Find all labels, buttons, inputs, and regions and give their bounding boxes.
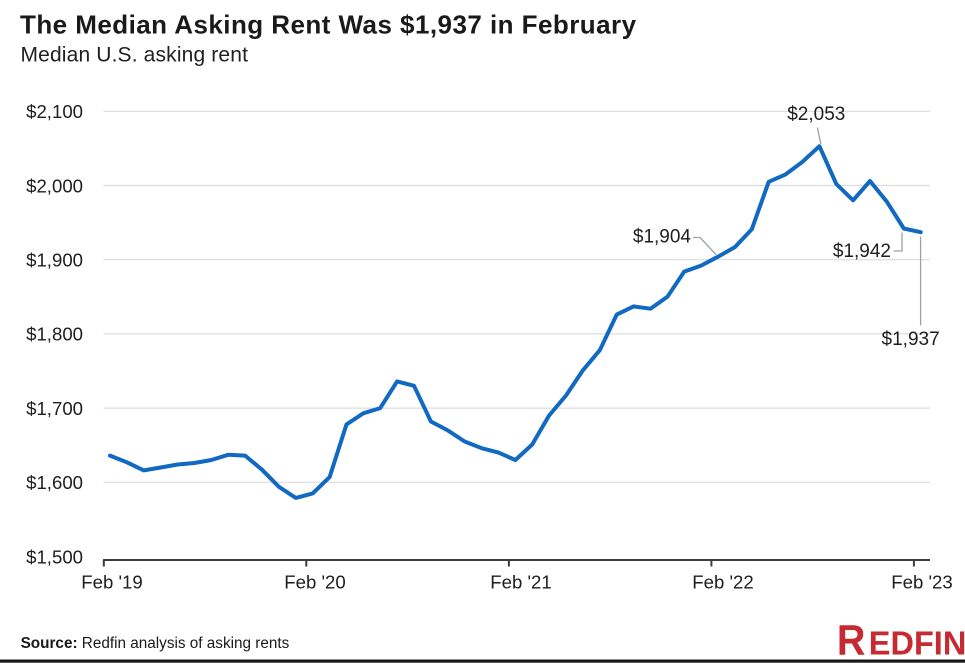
- svg-text:Source: Redfin analysis of ask: Source: Redfin analysis of asking rents: [21, 635, 290, 652]
- svg-text:Feb '22: Feb '22: [692, 572, 753, 593]
- svg-text:$1,600: $1,600: [26, 472, 83, 493]
- svg-text:R: R: [837, 616, 866, 664]
- svg-text:The Median Asking Rent Was $1,: The Median Asking Rent Was $1,937 in Feb…: [20, 10, 637, 40]
- svg-text:Median U.S. asking rent: Median U.S. asking rent: [21, 44, 249, 67]
- svg-text:Feb '20: Feb '20: [284, 572, 345, 593]
- svg-text:$2,100: $2,100: [26, 101, 83, 122]
- svg-text:$1,800: $1,800: [26, 324, 83, 345]
- svg-text:$2,000: $2,000: [26, 175, 83, 196]
- svg-text:Feb '23: Feb '23: [891, 572, 952, 593]
- svg-text:Feb '21: Feb '21: [490, 572, 551, 593]
- svg-text:$1,700: $1,700: [26, 398, 83, 419]
- svg-text:EDFIN: EDFIN: [869, 624, 965, 661]
- svg-text:$2,053: $2,053: [787, 104, 845, 125]
- svg-text:$1,500: $1,500: [26, 547, 83, 568]
- svg-text:$1,942: $1,942: [833, 241, 891, 262]
- svg-text:$1,904: $1,904: [633, 227, 692, 248]
- svg-text:Feb '19: Feb '19: [81, 572, 142, 593]
- svg-text:$1,900: $1,900: [26, 250, 83, 271]
- svg-text:$1,937: $1,937: [882, 329, 940, 350]
